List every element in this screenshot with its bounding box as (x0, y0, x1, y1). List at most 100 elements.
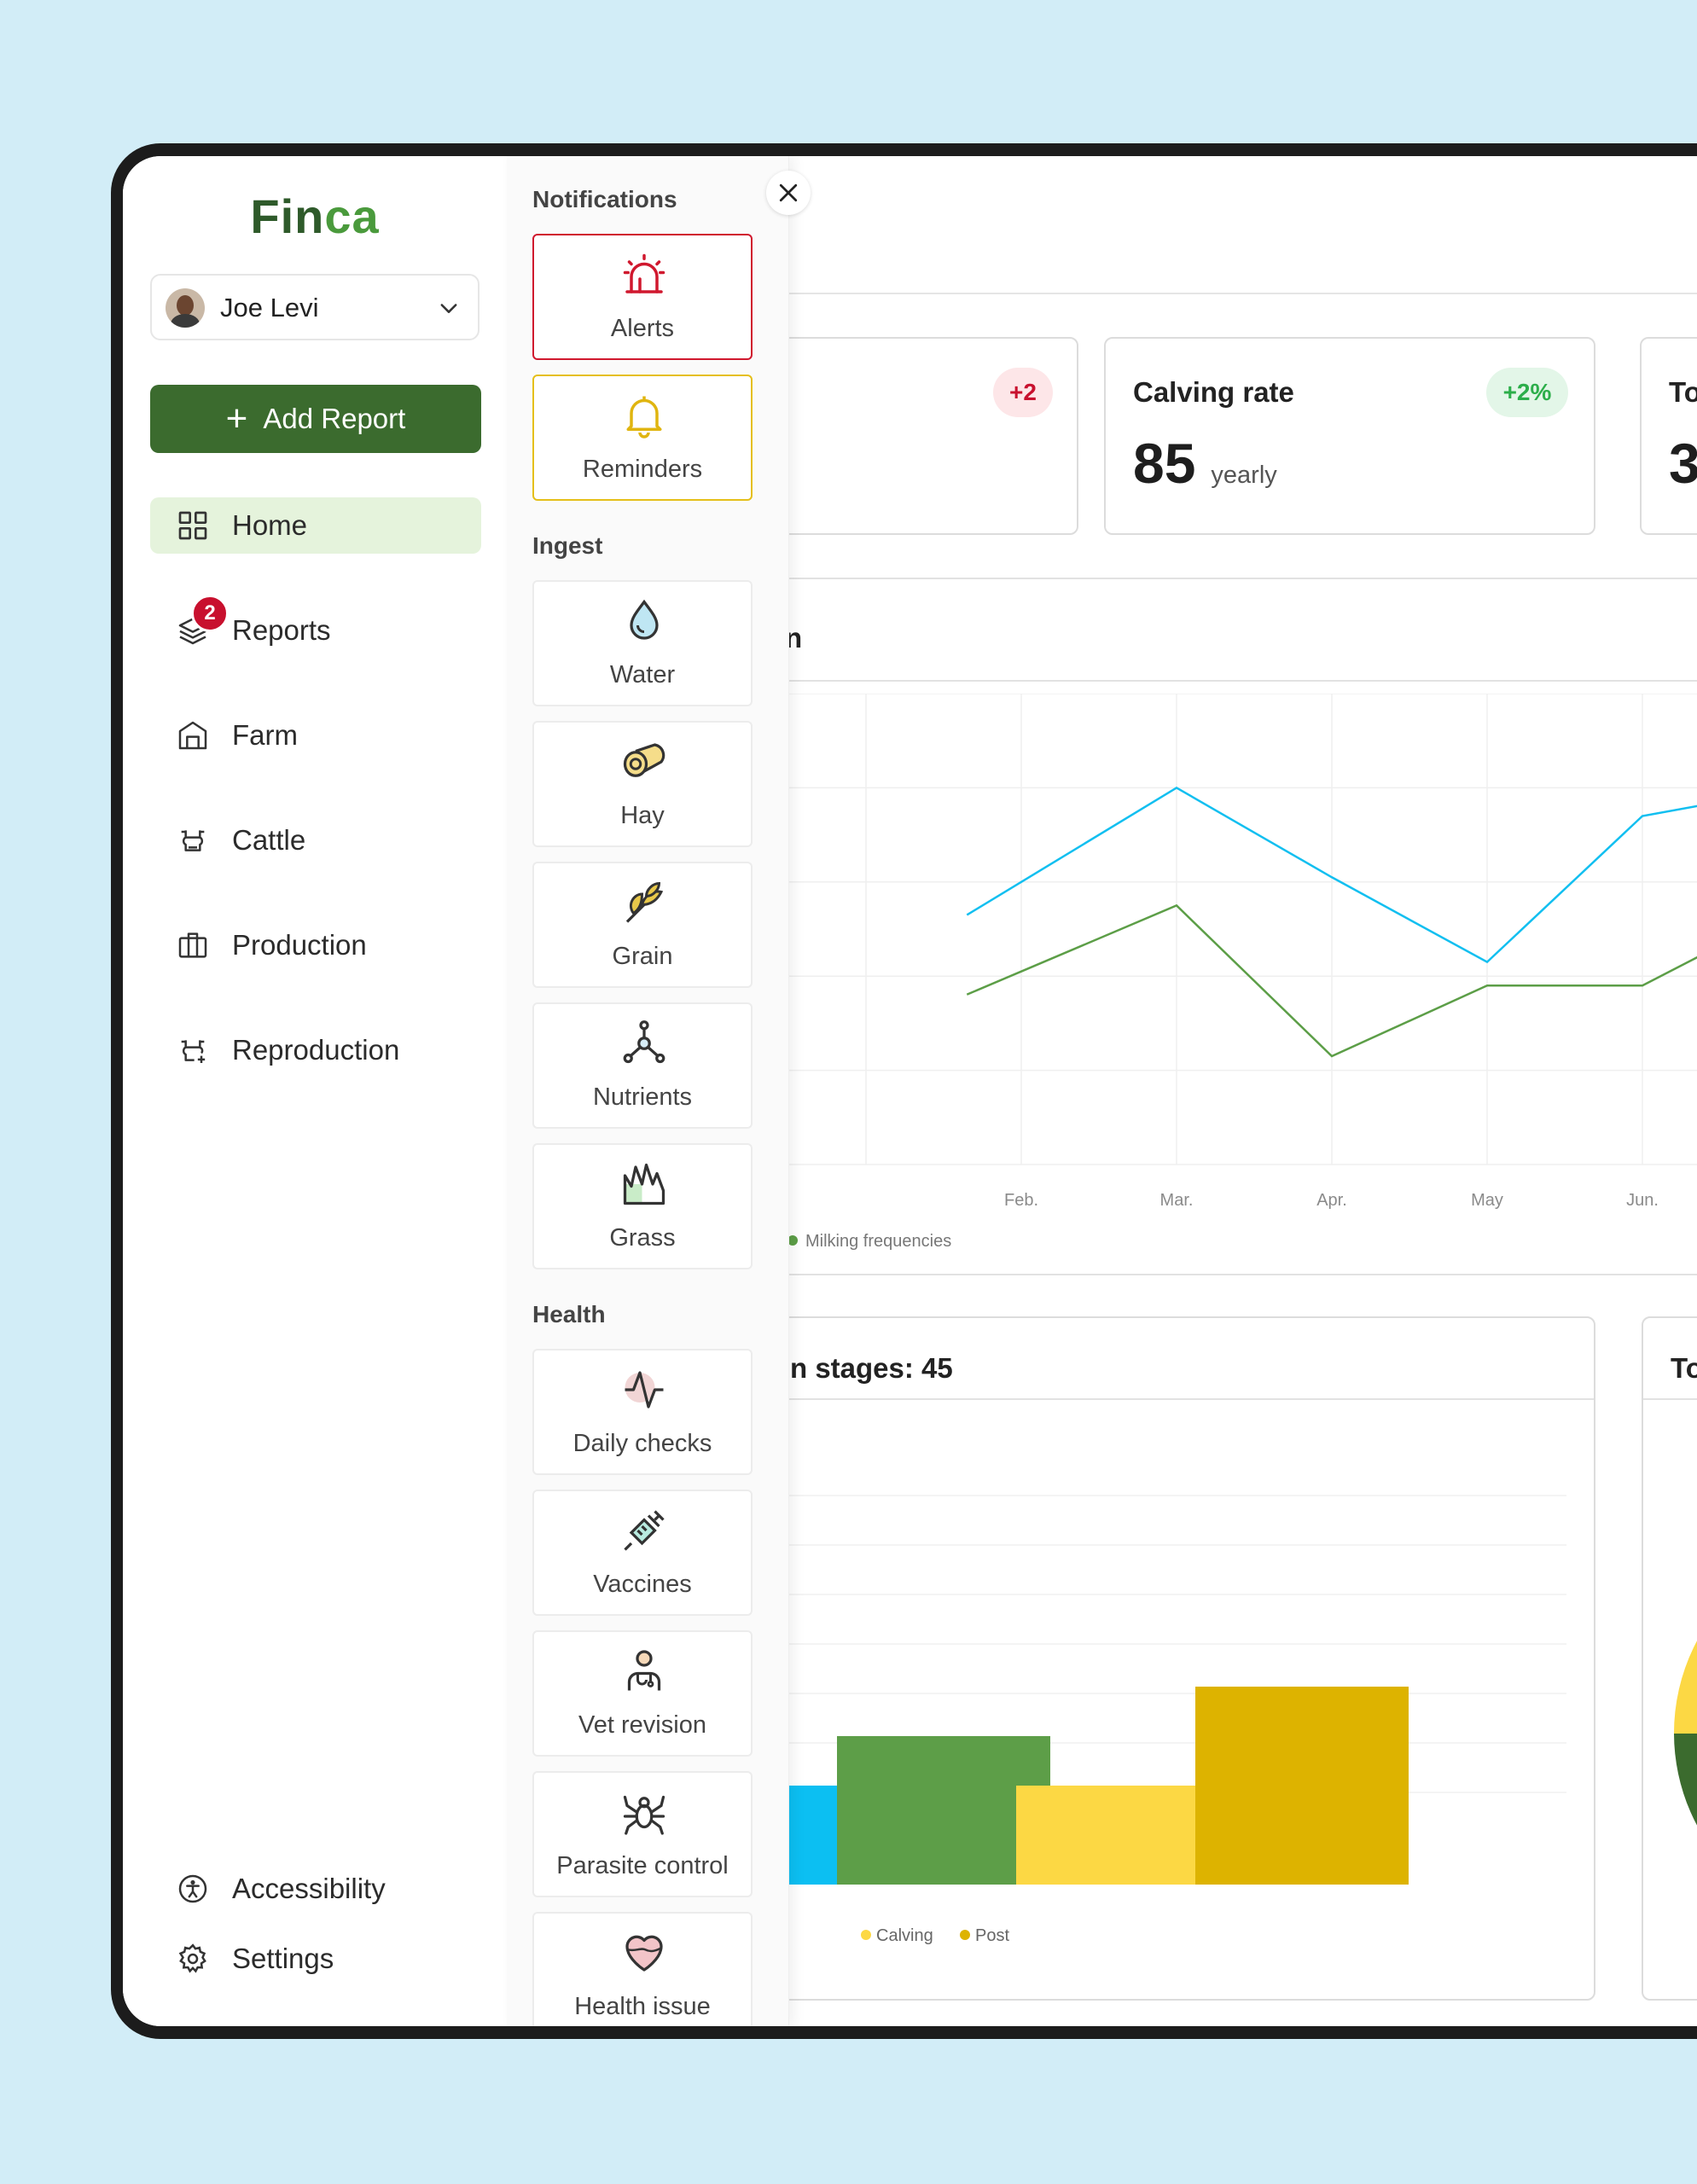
siren-icon (623, 253, 665, 293)
close-drawer-button[interactable] (766, 171, 811, 215)
bell-icon (626, 396, 662, 439)
tile-vaccines[interactable]: Vaccines (532, 1490, 753, 1616)
x-tick-label: Feb. (1004, 1191, 1038, 1210)
vet-icon (627, 1650, 661, 1691)
card-header-divider (1643, 1398, 1697, 1400)
sidebar-item-label: Accessibility (232, 1873, 386, 1904)
grid-icon (176, 508, 210, 543)
tile-alerts[interactable]: Alerts (532, 234, 753, 360)
donut-card: Tota (1642, 1316, 1697, 2001)
chevron-down-icon (440, 304, 457, 313)
bar-legend-label: Post (975, 1926, 1009, 1945)
tile-label: Grass (609, 1224, 676, 1252)
tile-label: Reminders (582, 456, 703, 483)
tile-reminders[interactable]: Reminders (532, 375, 753, 501)
section-divider (788, 1274, 1697, 1275)
molecule-icon (623, 1020, 665, 1064)
sidebar-item-settings[interactable]: Settings (150, 1931, 481, 1987)
sidebar: Finca Joe Levi + Add Report Home 2 Repor… (123, 156, 507, 2026)
avatar (166, 288, 205, 328)
tile-grass[interactable]: Grass (532, 1143, 753, 1269)
logo-text-dark: Fin (250, 189, 325, 243)
tile-vet-revision[interactable]: Vet revision (532, 1630, 753, 1757)
donut-segment-other (1674, 1734, 1697, 1826)
bar-legend-dot (960, 1930, 970, 1940)
sidebar-item-label: Cattle (232, 824, 306, 856)
sidebar-item-cattle[interactable]: Cattle (150, 812, 481, 868)
add-report-button[interactable]: + Add Report (150, 385, 481, 453)
health-title: Health (532, 1301, 606, 1327)
tile-label: Health issue (574, 1993, 711, 2020)
sidebar-item-home[interactable]: Home (150, 497, 481, 554)
line-series-2 (966, 903, 1697, 1058)
syringe-icon (624, 1510, 665, 1551)
tile-label: Parasite control (556, 1852, 729, 1879)
crate-icon (176, 928, 210, 962)
sidebar-item-farm[interactable]: Farm (150, 707, 481, 764)
close-icon (779, 183, 798, 202)
sidebar-item-label: Home (232, 509, 308, 541)
total-card-title: Tota (1669, 376, 1697, 408)
reports-badge: 2 (191, 595, 229, 632)
stages-title: n stages: 45 (790, 1352, 953, 1384)
stat-badge: +2 (993, 368, 1053, 417)
spider-icon (623, 1795, 665, 1835)
grain-icon (625, 881, 664, 923)
tile-hay[interactable]: Hay (532, 721, 753, 847)
ingest-title: Ingest (532, 532, 603, 559)
accessibility-icon (176, 1872, 210, 1906)
plus-icon: + (225, 398, 248, 439)
notifications-title: Notifications (532, 186, 677, 212)
user-selector[interactable]: Joe Levi (150, 274, 479, 340)
line-series-1 (966, 786, 1697, 964)
tile-nutrients[interactable]: Nutrients (532, 1002, 753, 1129)
sidebar-item-accessibility[interactable]: Accessibility (150, 1861, 481, 1917)
sidebar-item-reports[interactable]: 2 Reports (150, 595, 481, 659)
x-tick-label: Mar. (1160, 1191, 1194, 1210)
tile-water[interactable]: Water (532, 580, 753, 706)
calving-rate-unit: yearly (1211, 462, 1277, 489)
chart-header-divider (788, 680, 1697, 682)
logo-text-light: ca (324, 189, 380, 243)
tile-label: Vaccines (593, 1571, 692, 1598)
tile-parasite-control[interactable]: Parasite control (532, 1771, 753, 1897)
sidebar-item-label: Production (232, 929, 367, 961)
bar-legend-label: Calving (876, 1926, 933, 1945)
calving-rate-card[interactable]: Calving rate +2% 85 yearly (1104, 337, 1595, 535)
x-tick-label: Jun. (1626, 1191, 1659, 1210)
sidebar-item-label: Reproduction (232, 1034, 400, 1066)
calving-rate-value: 85 (1133, 432, 1196, 495)
tile-label: Water (609, 661, 676, 688)
bar-2 (837, 1736, 1050, 1885)
gear-icon (176, 1942, 210, 1976)
sidebar-item-label: Settings (232, 1943, 334, 1974)
donut-segment-calving (1674, 1641, 1697, 1734)
sidebar-item-label: Reports (232, 614, 331, 646)
main-dashboard: +2 Calving rate +2% 85 yearly Tota 32 n … (703, 156, 1697, 2026)
layers-icon: 2 (176, 595, 229, 648)
x-tick-label: May (1471, 1191, 1503, 1210)
pulse-icon (625, 1371, 664, 1409)
cow-plus-icon (176, 1033, 210, 1067)
total-card[interactable]: Tota 32 (1640, 337, 1697, 535)
card-header-divider (705, 1398, 1594, 1400)
tile-label: Hay (620, 802, 665, 829)
water-drop-icon (630, 599, 659, 640)
legend-label: Milking frequencies (805, 1232, 951, 1251)
hay-bale-icon (623, 743, 665, 777)
tile-health-issue[interactable]: Health issue (532, 1912, 753, 2026)
header-divider (788, 293, 1697, 294)
bar-chart: egnantCalvingPost (705, 1495, 1566, 1945)
donut-chart (1674, 1641, 1697, 1826)
quick-add-drawer: Notifications Alerts Reminders Ingest Wa… (507, 156, 789, 2026)
tile-label: Alerts (610, 315, 675, 342)
total-card-value: 32 (1669, 432, 1697, 495)
sidebar-item-production[interactable]: Production (150, 917, 481, 973)
calving-rate-value-row: 85 yearly (1133, 431, 1277, 496)
tile-daily-checks[interactable]: Daily checks (532, 1349, 753, 1475)
user-name: Joe Levi (220, 293, 319, 322)
bar-4 (1195, 1687, 1409, 1885)
tile-grain[interactable]: Grain (532, 862, 753, 988)
sidebar-item-reproduction[interactable]: Reproduction (150, 1022, 481, 1078)
